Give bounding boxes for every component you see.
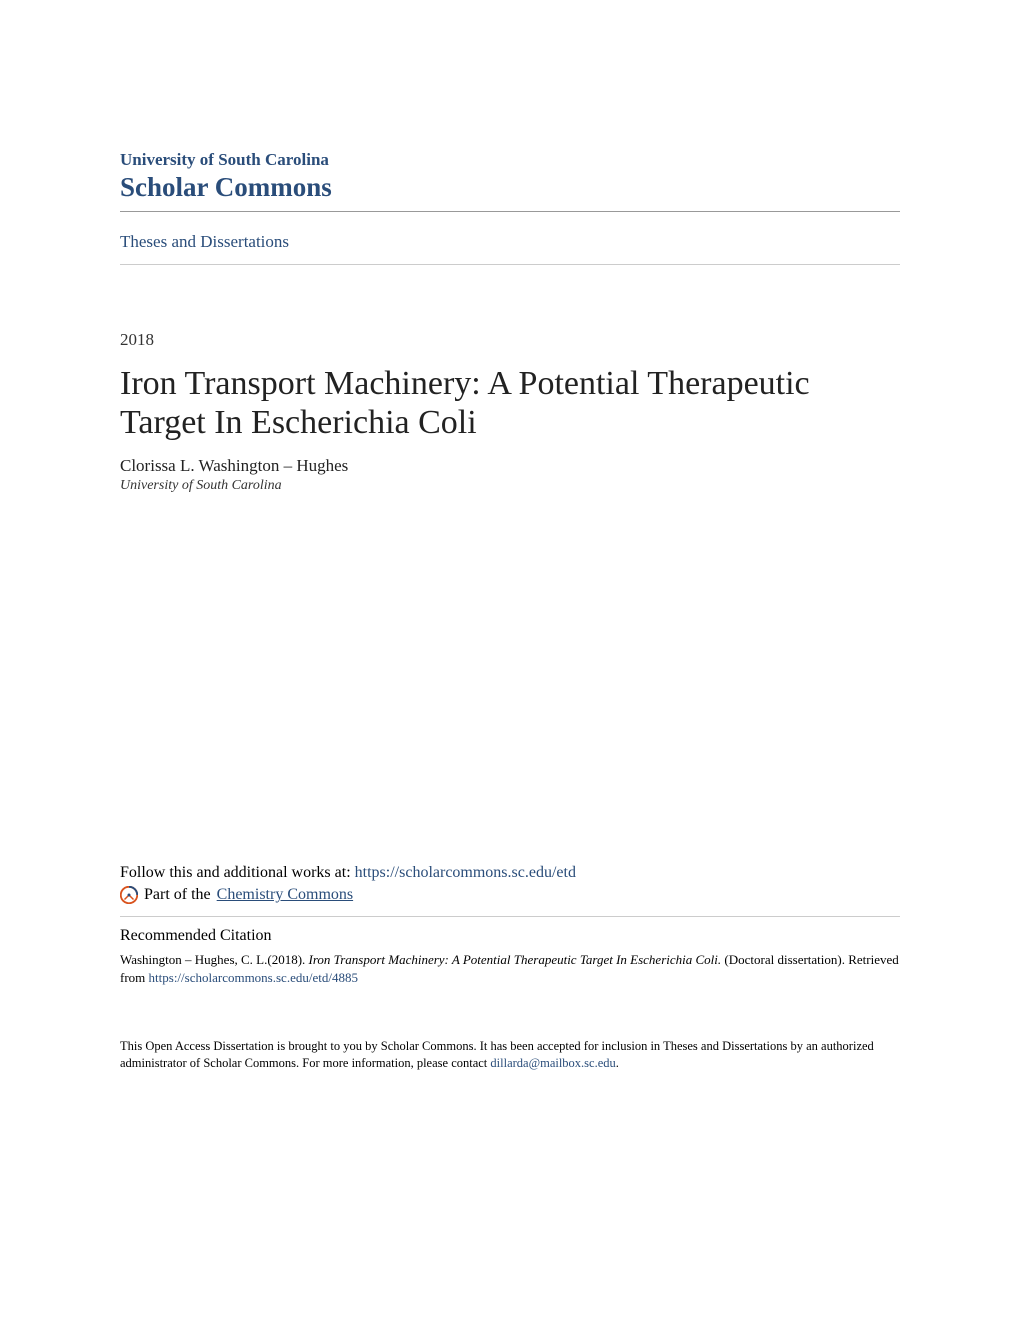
spacer [120, 494, 900, 864]
header-section: University of South Carolina Scholar Com… [120, 150, 900, 212]
publication-year: 2018 [120, 330, 900, 350]
university-name-link[interactable]: University of South Carolina [120, 150, 900, 170]
citation-author-year: Washington – Hughes, C. L.(2018). [120, 952, 309, 967]
follow-prefix: Follow this and additional works at: [120, 864, 355, 881]
chemistry-commons-link[interactable]: Chemistry Commons [217, 886, 353, 904]
author-name: Clorissa L. Washington – Hughes [120, 456, 900, 476]
breadcrumb-theses-link[interactable]: Theses and Dissertations [120, 232, 289, 251]
part-of-row: Part of the Chemistry Commons [120, 886, 900, 904]
citation-url-link[interactable]: https://scholarcommons.sc.edu/etd/4885 [149, 970, 358, 985]
author-affiliation: University of South Carolina [120, 478, 900, 494]
footer-post: . [616, 1056, 619, 1070]
follow-url-link[interactable]: https://scholarcommons.sc.edu/etd [355, 864, 576, 881]
part-of-prefix: Part of the [144, 886, 211, 904]
citation-title: Iron Transport Machinery: A Potential Th… [309, 952, 722, 967]
citation-section: Recommended Citation Washington – Hughes… [120, 916, 900, 987]
citation-text: Washington – Hughes, C. L.(2018). Iron T… [120, 951, 900, 987]
footer-text: This Open Access Dissertation is brought… [120, 1038, 900, 1073]
breadcrumb-section: Theses and Dissertations [120, 220, 900, 265]
network-icon [120, 886, 138, 904]
body-section: 2018 Iron Transport Machinery: A Potenti… [120, 330, 900, 494]
citation-heading: Recommended Citation [120, 927, 900, 945]
repository-name-link[interactable]: Scholar Commons [120, 172, 900, 203]
document-title: Iron Transport Machinery: A Potential Th… [120, 364, 900, 442]
footer-email-link[interactable]: dillarda@mailbox.sc.edu [490, 1056, 615, 1070]
follow-works-line: Follow this and additional works at: htt… [120, 864, 900, 882]
